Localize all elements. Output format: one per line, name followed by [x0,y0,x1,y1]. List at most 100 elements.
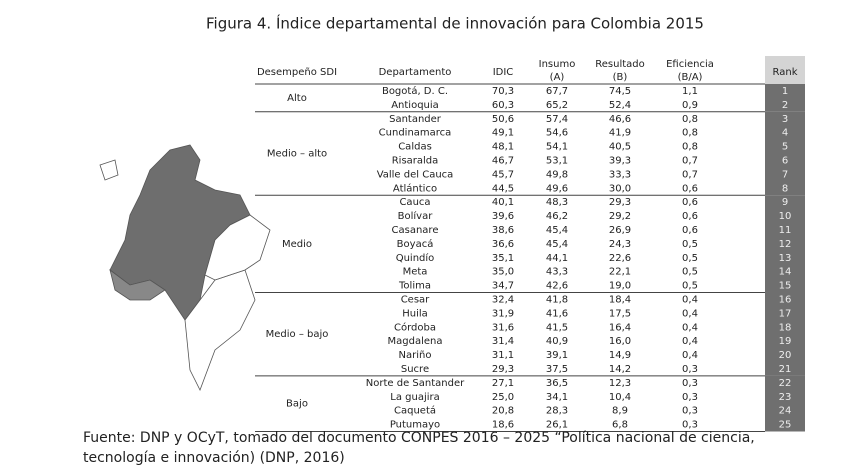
column-header: Eficiencia [666,59,714,70]
source-line: tecnología e innovación) (DNP, 2016) [83,450,345,466]
column-header: Resultado [595,59,645,70]
rank-column-bg [765,375,805,432]
rank-cell: 15 [779,281,792,292]
cell: 70,3 [492,86,514,97]
cell: 42,6 [546,281,568,292]
cell: 43,3 [546,267,568,278]
cell: 39,6 [492,211,514,222]
cell: Meta [403,267,428,278]
cell: Sucre [401,364,429,375]
cell: 36,5 [546,378,568,389]
cell: 25,0 [492,392,514,403]
column-header: Insumo [539,59,576,70]
cell: 0,8 [682,142,698,153]
group-label: Medio [282,239,312,250]
rank-cell: 10 [779,211,792,222]
rank-cell: 25 [779,420,792,431]
cell: 65,2 [546,100,568,111]
rank-cell: 11 [779,225,792,236]
cell: 31,6 [492,322,514,333]
cell: 28,3 [546,406,568,417]
cell: 0,3 [682,378,698,389]
rank-cell: 4 [782,128,788,139]
cell: 30,0 [609,183,631,194]
cell: 41,9 [609,128,631,139]
cell: Caquetá [394,405,436,417]
rank-cell: 16 [779,294,792,305]
cell: 8,9 [612,406,628,417]
rank-header-bg [765,56,805,84]
cell: 0,6 [682,211,698,222]
rank-cell: 6 [782,155,788,166]
cell: 44,1 [546,253,568,264]
cell: 33,3 [609,169,631,180]
cell: 38,6 [492,225,514,236]
cell: 44,5 [492,183,514,194]
column-header: IDIC [493,67,514,78]
cell: 35,1 [492,253,514,264]
cell: 14,2 [609,364,631,375]
cell: 0,3 [682,364,698,375]
cell: 0,5 [682,239,698,250]
table: Desempeño SDI Departamento IDIC Insumo (A) Re… [255,59,805,432]
cell: 0,5 [682,267,698,278]
rank-cell: 8 [782,183,788,194]
rank-cell: 5 [782,142,788,153]
rank-column-bg [765,292,805,376]
cell: 31,9 [492,308,514,319]
cell: Atlántico [393,182,437,194]
cell: 26,1 [546,420,568,431]
cell: 37,5 [546,364,568,375]
cell: 45,4 [546,239,568,250]
cell: Casanare [392,225,439,236]
cell: Quindío [396,252,435,264]
cell: 16,0 [609,336,631,347]
cell: Huila [402,308,428,319]
column-header: Rank [773,67,798,78]
group-label: Medio – bajo [266,329,329,340]
cell: 0,4 [682,294,698,305]
cell: 39,1 [546,350,568,361]
cell: 17,5 [609,308,631,319]
cell: 0,3 [682,406,698,417]
cell: Cauca [399,197,430,208]
rank-cell: 12 [779,239,792,250]
cell: 40,1 [492,197,514,208]
cell: 0,4 [682,336,698,347]
cell: 12,3 [609,378,631,389]
cell: Cesar [401,294,430,305]
cell: 19,0 [609,281,631,292]
cell: 48,1 [492,142,514,153]
cell: Tolima [398,281,431,292]
cell: 20,8 [492,406,514,417]
cell: 52,4 [609,100,631,111]
cell: 0,6 [682,197,698,208]
cell: 60,3 [492,100,514,111]
cell: 14,9 [609,350,631,361]
cell: 41,8 [546,294,568,305]
cell: 45,4 [546,225,568,236]
cell: 0,4 [682,322,698,333]
cell: 0,4 [682,350,698,361]
cell: Córdoba [394,321,436,333]
cell: 41,6 [546,308,568,319]
cell: 46,7 [492,155,514,166]
cell: 10,4 [609,392,631,403]
column-header: Departamento [379,67,452,78]
cell: 34,7 [492,281,514,292]
cell: 35,0 [492,267,514,278]
cell: 46,2 [546,211,568,222]
column-header: (B) [613,72,628,83]
rank-cell: 17 [779,308,792,319]
cell: Bogotá, D. C. [382,85,448,97]
rank-column-bg [765,195,805,293]
cell: Caldas [398,142,432,153]
cell: 24,3 [609,239,631,250]
cell: Bolívar [398,210,434,222]
cell: 16,4 [609,322,631,333]
group-label: Bajo [286,399,308,410]
map [99,144,271,391]
rank-column-bg [765,84,805,112]
cell: 29,3 [609,197,631,208]
